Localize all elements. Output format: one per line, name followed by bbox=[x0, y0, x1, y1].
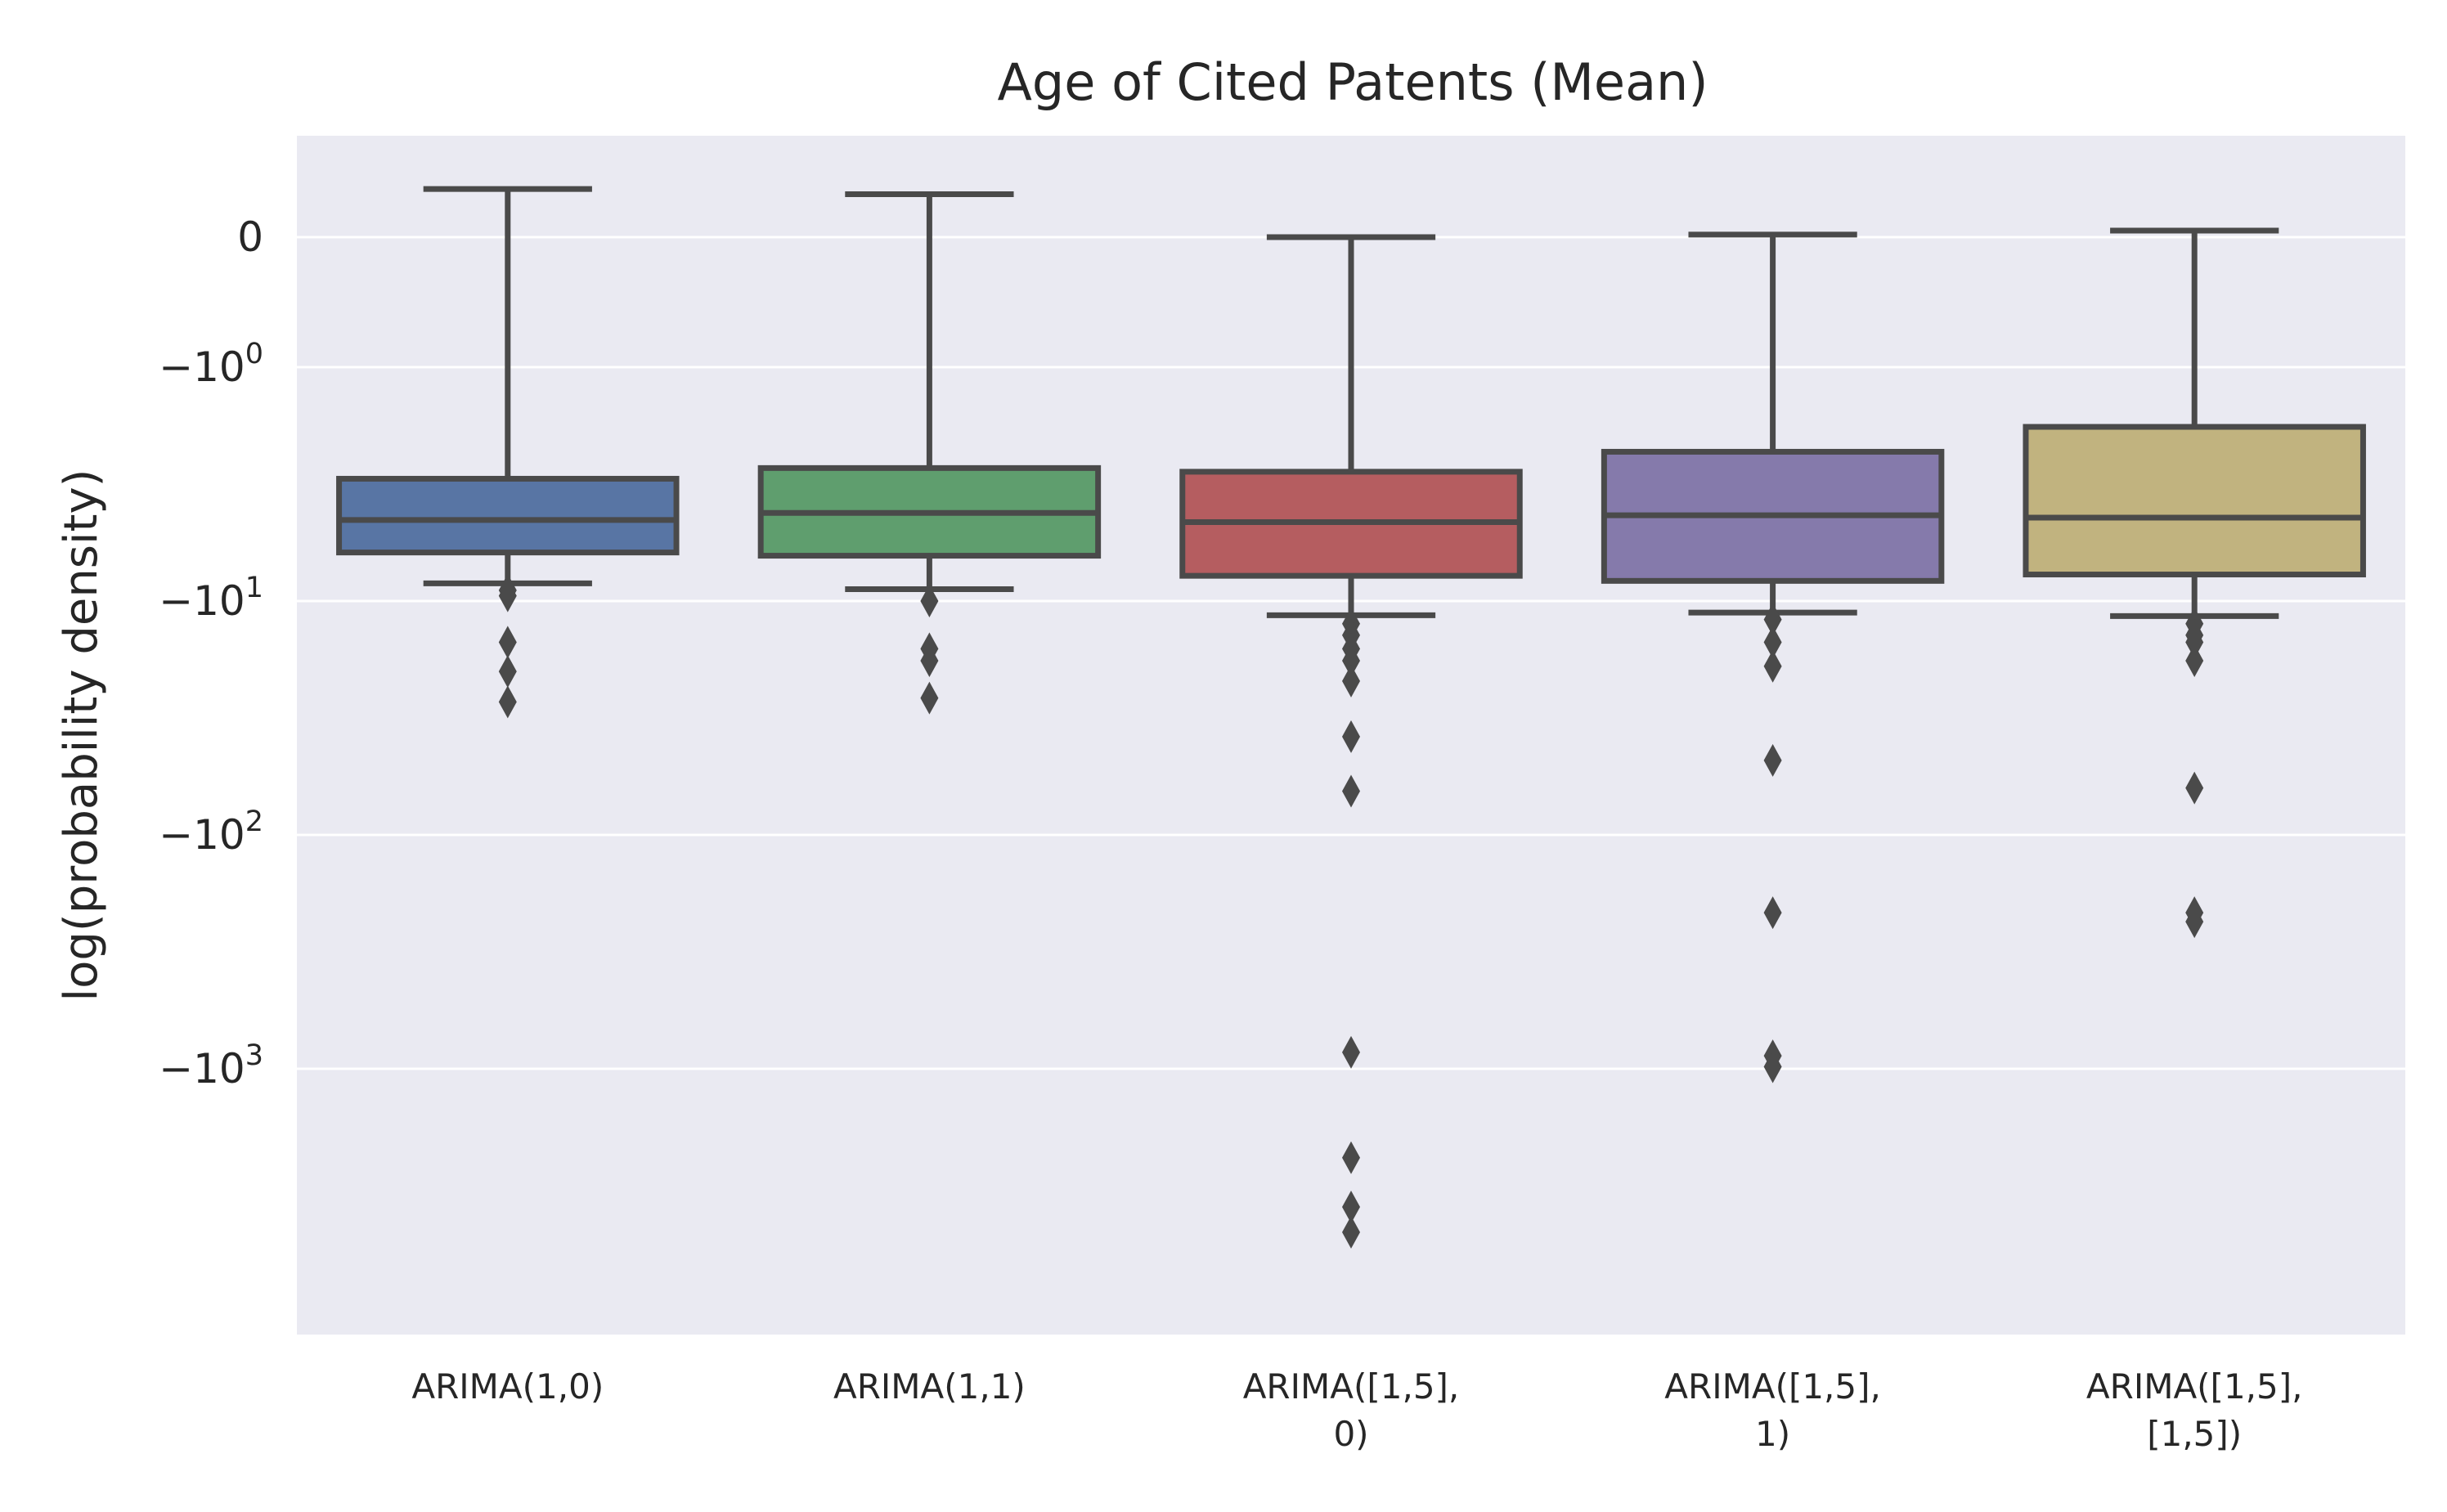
box-iqr bbox=[336, 475, 680, 556]
chart-title: Age of Cited Patents (Mean) bbox=[997, 52, 1708, 112]
y-tick-label: −103 bbox=[159, 1039, 263, 1092]
y-tick-label: −102 bbox=[159, 805, 263, 859]
box-group bbox=[1179, 234, 1523, 1249]
box-iqr bbox=[2023, 424, 2366, 578]
outlier-point bbox=[1342, 720, 1360, 753]
outlier-point bbox=[1763, 743, 1782, 777]
outlier-point bbox=[498, 685, 517, 719]
y-tick-label: 0 bbox=[237, 213, 263, 261]
x-tick-label: ARIMA([1,5], [1,5]) bbox=[2086, 1366, 2303, 1454]
outlier-point bbox=[1763, 649, 1782, 683]
outlier-point bbox=[498, 626, 517, 659]
box-group bbox=[757, 191, 1102, 715]
outlier-point bbox=[1342, 1035, 1360, 1069]
x-tick-label: ARIMA(1,1) bbox=[833, 1366, 1026, 1407]
outlier-point bbox=[2185, 905, 2204, 939]
x-tick-label: ARIMA([1,5], 1) bbox=[1664, 1366, 1881, 1454]
outlier-point bbox=[2185, 771, 2204, 805]
outlier-point bbox=[1342, 664, 1360, 698]
outlier-point bbox=[498, 579, 517, 612]
x-tick-label: ARIMA([1,5], 0) bbox=[1243, 1366, 1460, 1454]
y-tick-label: −101 bbox=[159, 572, 263, 625]
boxes bbox=[336, 186, 2366, 1249]
outlier-point bbox=[1342, 1215, 1360, 1249]
outlier-point bbox=[1342, 774, 1360, 808]
outlier-point bbox=[1763, 603, 1782, 636]
outlier-point bbox=[1342, 1141, 1360, 1174]
x-axis: ARIMA(1,0) ARIMA(1,1) ARIMA([1,5], 0) ARIMA(… bbox=[411, 1366, 2302, 1454]
y-axis: 0 −100 −101 −102 −103 bbox=[159, 213, 263, 1092]
outlier-point bbox=[498, 655, 517, 689]
box-group bbox=[1601, 231, 1945, 1084]
x-tick-label: ARIMA(1,0) bbox=[411, 1366, 604, 1407]
outlier-point bbox=[920, 681, 939, 715]
outlier-point bbox=[2185, 644, 2204, 678]
outlier-point bbox=[1763, 1050, 1782, 1084]
outlier-point bbox=[2185, 626, 2204, 659]
y-tick-label: −100 bbox=[159, 338, 263, 391]
outlier-point bbox=[1763, 896, 1782, 930]
outlier-point bbox=[1342, 644, 1360, 678]
y-axis-label: log(probability density) bbox=[55, 469, 108, 1002]
outlier-point bbox=[920, 585, 939, 617]
outlier-point bbox=[1763, 626, 1782, 659]
box-group bbox=[2023, 227, 2366, 939]
outlier-point bbox=[1342, 1191, 1360, 1224]
box-group bbox=[336, 186, 680, 719]
outlier-point bbox=[920, 644, 939, 678]
